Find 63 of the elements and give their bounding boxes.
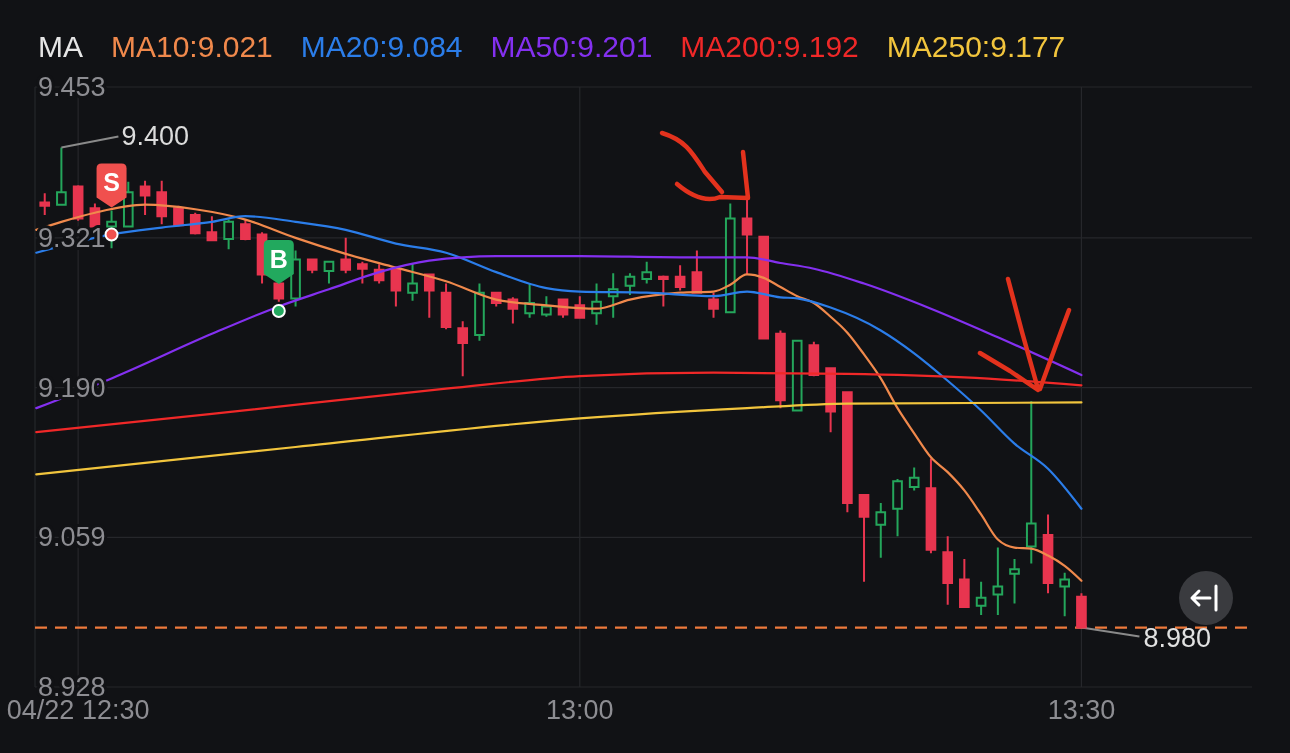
y-tick-label: 9.059: [38, 522, 106, 553]
candlestick: [992, 546, 1004, 616]
candlestick: [641, 260, 653, 285]
line-series: [35, 203, 1083, 582]
legend-title: MA: [38, 30, 83, 64]
candlestick: [758, 235, 770, 341]
candlestick: [1025, 400, 1037, 565]
ref-line-label: 8.980: [1143, 622, 1212, 653]
x-tick-label: 13:00: [546, 695, 614, 725]
candlestick: [407, 262, 418, 302]
candlestick: [390, 267, 402, 308]
candlestick: [858, 494, 870, 583]
candlestick: [340, 236, 352, 275]
candlestick: [658, 274, 669, 308]
candlestick: [708, 291, 719, 319]
candlestick: [842, 391, 853, 514]
line-series: [35, 401, 1083, 476]
candlestick: [206, 215, 218, 243]
candlestick: [908, 466, 920, 492]
candlestick: [156, 179, 168, 226]
candlestick: [791, 339, 803, 412]
candlestick: [942, 535, 954, 606]
candlestick: [975, 580, 987, 616]
candlestick: [775, 329, 786, 410]
candlestick: [825, 367, 836, 434]
candlestick: [674, 264, 686, 292]
candlestick: [724, 202, 736, 314]
candlestick: [925, 457, 937, 555]
line-series: [35, 215, 1083, 510]
line-series: [35, 371, 1083, 434]
candlestick: [457, 320, 469, 378]
candlestick: [106, 209, 117, 250]
text: MA200:9.192: [680, 30, 859, 64]
text: MA20:9.084: [300, 30, 463, 64]
candlestick: [959, 558, 970, 608]
candlestick: [624, 272, 636, 296]
candlestick: [56, 146, 67, 207]
text: MA10:9.021: [111, 30, 273, 64]
annotation: B: [269, 245, 288, 273]
candlestick: [875, 502, 887, 559]
text: MA250:9.177: [886, 30, 1066, 64]
candlestick: [1059, 571, 1071, 618]
candlestick: [1009, 558, 1020, 605]
candlestick: [892, 478, 903, 538]
annotation: 9.400: [121, 120, 189, 151]
y-tick-label: 9.453: [38, 72, 106, 102]
candlestick: [39, 192, 51, 216]
text: MA50:9.201: [490, 30, 653, 64]
candlestick: [1076, 592, 1087, 629]
candlestick: [357, 260, 368, 285]
candlestick: [139, 179, 151, 216]
candlestick: [541, 295, 552, 318]
candlestick: [223, 218, 234, 251]
candlestick: [273, 282, 285, 303]
candlestick: [691, 249, 703, 294]
candlestick: [1042, 513, 1054, 595]
x-tick-label: 13:30: [1047, 695, 1116, 725]
candlestick: [323, 259, 335, 285]
candlestick: [440, 282, 452, 331]
candlestick: [306, 257, 318, 275]
annotation: S: [103, 168, 120, 197]
candlestick: [240, 218, 251, 242]
candlestick: [474, 282, 485, 342]
